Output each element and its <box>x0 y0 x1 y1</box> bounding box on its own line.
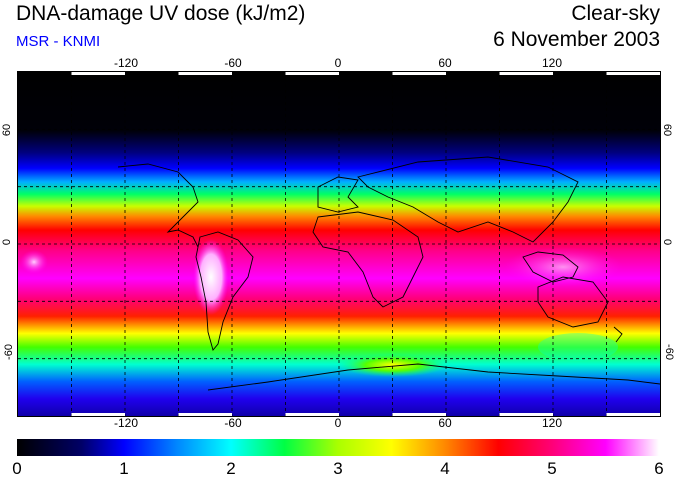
lat-tick-right: 60 <box>661 123 674 137</box>
coastlines <box>117 156 660 391</box>
colorbar-tick: 5 <box>547 459 557 478</box>
andes-high-dose <box>193 239 229 315</box>
map-title: DNA-damage UV dose (kJ/m2) <box>16 2 306 25</box>
indian-ocean-high-dose <box>503 247 623 287</box>
lon-tick-bottom: -60 <box>224 416 242 430</box>
lat-tick-left: 0 <box>1 238 14 246</box>
graticule <box>18 72 660 416</box>
lat-tick-right: -60 <box>662 344 675 360</box>
antarctica-coast <box>207 363 660 391</box>
lon-tick-bottom: 60 <box>438 416 452 430</box>
lon-tick-bottom: 0 <box>334 416 342 430</box>
colorbar-gradient <box>17 439 659 456</box>
lon-tick-top: 120 <box>541 56 563 70</box>
colorbar-tick: 1 <box>119 459 129 478</box>
lon-tick-top: 60 <box>438 56 452 70</box>
lat-tick-left: 60 <box>1 123 14 137</box>
antarctic-ozone-hole <box>338 353 448 377</box>
lon-tick-top: -60 <box>224 56 242 70</box>
lat-tick-right: 0 <box>661 238 674 246</box>
southern-ocean-band <box>538 333 618 361</box>
europe-coast <box>317 176 359 213</box>
colorbar <box>17 439 659 456</box>
date-label: 6 November 2003 <box>493 28 660 51</box>
colorbar-tick: 3 <box>333 459 343 478</box>
uv-dose-field <box>18 72 660 416</box>
lon-tick-bottom: 120 <box>541 416 563 430</box>
colorbar-tick: 6 <box>654 459 664 478</box>
lon-tick-top: -120 <box>113 56 139 70</box>
africa-coast <box>312 211 424 308</box>
south-america-coast <box>195 231 254 351</box>
new-zealand-coast <box>613 326 623 343</box>
frame-ticks <box>71 72 660 416</box>
sky-condition-label: Clear-sky <box>571 2 660 25</box>
australia-coast <box>537 276 609 328</box>
lon-tick-bottom: -120 <box>113 416 139 430</box>
colorbar-tick: 2 <box>226 459 236 478</box>
asia-coast <box>357 156 579 243</box>
lat-tick-left: -60 <box>2 344 15 360</box>
north-america-coast <box>117 163 199 248</box>
colorbar-tick: 4 <box>440 459 450 478</box>
colorbar-tick: 0 <box>12 459 22 478</box>
uv-dose-map <box>17 71 661 417</box>
lon-tick-top: 0 <box>334 56 342 70</box>
pacific-high-dose <box>20 250 48 274</box>
indonesia-coast <box>522 251 579 283</box>
source-label: MSR - KNMI <box>16 33 101 50</box>
